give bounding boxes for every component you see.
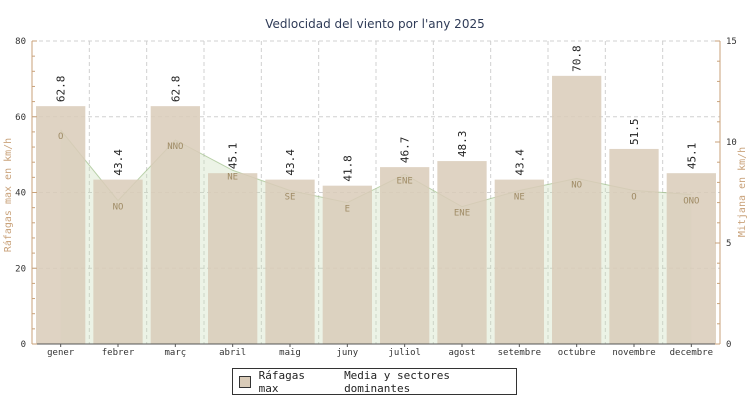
x-tick-label: juny (336, 348, 358, 358)
bar-gener (36, 106, 86, 345)
bar-decembre (666, 173, 716, 344)
y-tick-label: 20 (15, 264, 26, 274)
bar-value-label: 48.3 (456, 131, 469, 158)
x-tick-label: gener (47, 348, 75, 358)
sector-label: ENE (454, 209, 470, 219)
bar-value-label: 62.8 (55, 76, 68, 103)
bar-juny (322, 185, 372, 344)
bar-value-label: 43.4 (284, 149, 297, 176)
x-tick-label: abril (219, 348, 246, 358)
y-tick-label: 40 (15, 189, 26, 199)
bar-value-label: 43.4 (112, 149, 125, 176)
sector-label: O (631, 192, 636, 202)
sector-label: ENE (397, 176, 413, 186)
bar-octubre (552, 75, 602, 344)
x-tick-label: octubre (558, 348, 596, 358)
y2-tick-label: 10 (726, 138, 737, 148)
bars: 62.8 43.4 62.8 45.1 43.4 41.8 46.7 48.3 43.4 70.8… (36, 45, 716, 345)
legend-label-bar: Ráfagas max (258, 368, 305, 395)
bar-value-label: 45.1 (227, 143, 240, 170)
x-tick-label: febrer (102, 348, 135, 358)
bar-value-label: 46.7 (399, 137, 412, 164)
x-tick-label: decembre (670, 348, 713, 358)
grid (32, 40, 720, 344)
bar-value-label: 41.8 (341, 155, 354, 182)
legend-label-area: Media y sectores dominantes (344, 368, 451, 395)
y-tick-label: 60 (15, 113, 26, 123)
sector-label: O (58, 132, 63, 142)
sector-label: ONO (683, 197, 699, 207)
bar-juliol (380, 167, 430, 344)
chart-title: Vedlocidad del viento por l'any 2025 (265, 17, 484, 31)
x-tick-label: setembre (498, 348, 541, 358)
bar-value-label: 45.1 (685, 143, 698, 170)
y-axis-label: Ráfagas max en km/h (2, 138, 14, 252)
y2-axis-label: Mitjana en km/h (737, 147, 748, 237)
bar-abril (208, 173, 258, 344)
y-tick-label: 80 (15, 37, 26, 47)
x-tick-label: maig (279, 348, 301, 358)
sector-label: NE (227, 172, 238, 182)
sector-label: NO (113, 203, 124, 213)
x-tick-label: novembre (612, 348, 655, 358)
sector-label: NO (571, 180, 582, 190)
y2-tick-label: 15 (726, 37, 737, 47)
bar-value-label: 51.5 (628, 118, 641, 145)
bar-value-label: 43.4 (513, 149, 526, 176)
x-tick-label: agost (448, 348, 475, 358)
legend: Ráfagas max Media y sectores dominantes (232, 368, 517, 395)
x-tick-label: març (164, 348, 186, 358)
legend-swatch-bar (239, 375, 251, 388)
bar-març (150, 106, 200, 345)
x-tick-label: juliol (388, 348, 421, 358)
bar-agost (437, 161, 487, 344)
bar-setembre (494, 179, 544, 344)
bar-novembre (609, 148, 659, 344)
y2-tick-label: 5 (726, 239, 731, 249)
y-tick-label: 0 (21, 340, 26, 350)
sector-label: E (345, 205, 350, 215)
axes: 0 20 40 60 80 0 5 10 15 gener febrer març abril maig j… (15, 37, 737, 358)
bar-febrer (93, 179, 143, 344)
bar-value-label: 62.8 (169, 76, 182, 103)
sector-label: SE (285, 192, 296, 202)
y2-tick-label: 0 (726, 340, 731, 350)
sector-label: NNO (167, 142, 183, 152)
bar-maig (265, 179, 315, 344)
sector-label: NE (514, 192, 525, 202)
bar-value-label: 70.8 (571, 45, 584, 72)
